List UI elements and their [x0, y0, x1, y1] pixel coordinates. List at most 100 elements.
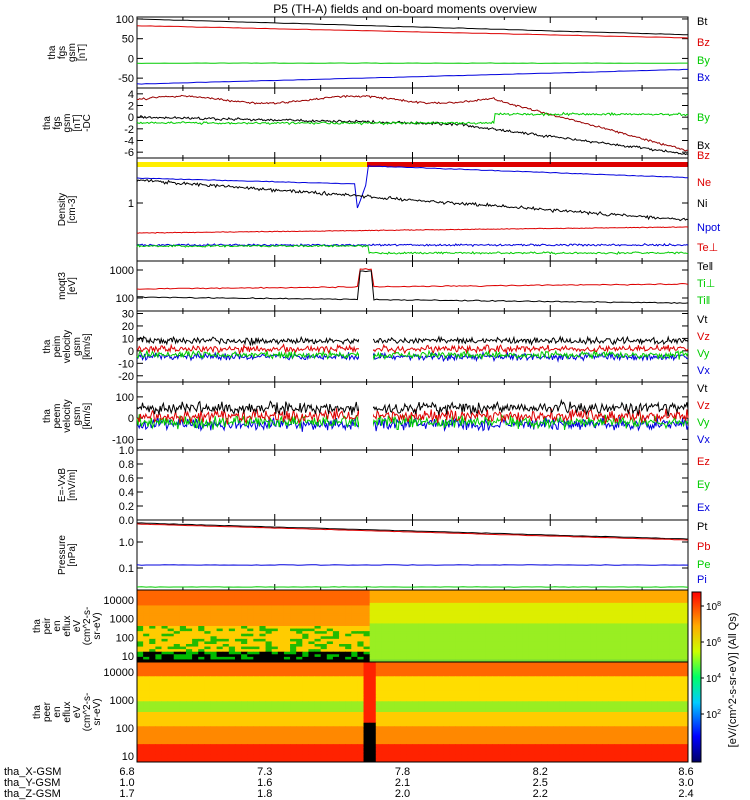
heatmap-cell [485, 669, 493, 674]
heatmap-cell [498, 613, 505, 617]
heatmap-cell [449, 683, 456, 688]
heatmap-cell [308, 665, 316, 670]
heatmap-cell [290, 729, 297, 734]
heatmap-cell [443, 656, 450, 660]
heatmap-cell [498, 618, 505, 622]
heatmap-cell [277, 737, 285, 742]
heatmap-cell [528, 597, 536, 601]
heatmap-cell [565, 669, 573, 674]
heatmap-cell [559, 600, 567, 604]
legend-Pi: Pi [697, 574, 707, 586]
heatmap-cell [479, 644, 487, 648]
heatmap-cell [510, 665, 518, 670]
heatmap-cell [632, 659, 640, 663]
heatmap-cell [253, 690, 260, 695]
heatmap-cell [547, 602, 554, 606]
heatmap-cell [234, 646, 242, 650]
heatmap-cell [639, 694, 646, 699]
heatmap-cell [302, 628, 309, 632]
heatmap-cell [645, 649, 652, 653]
heatmap-cell [522, 633, 530, 637]
heatmap-cell [645, 590, 652, 594]
heatmap-cell [632, 644, 640, 648]
heatmap-cell [516, 712, 524, 717]
heatmap-cell [681, 665, 689, 670]
heatmap-cell [167, 737, 175, 742]
y-axis-label-line: eV [72, 620, 83, 633]
heatmap-cell [510, 602, 518, 606]
heatmap-cell [369, 654, 377, 658]
heatmap-cell [143, 672, 150, 677]
heatmap-cell [259, 665, 267, 670]
heatmap-cell [479, 641, 487, 645]
heatmap-cell [565, 628, 573, 632]
status-bar-red [367, 162, 688, 167]
heatmap-cell [375, 694, 383, 699]
heatmap-cell [192, 669, 199, 674]
heatmap-cell [559, 638, 567, 642]
heatmap-cell [400, 602, 407, 606]
heatmap-cell [547, 626, 554, 630]
heatmap-cell [602, 690, 609, 695]
heatmap-cell [332, 641, 340, 645]
heatmap-cell [296, 722, 303, 727]
heatmap-cell [296, 638, 303, 642]
heatmap-cell [198, 602, 205, 606]
heatmap-cell [657, 654, 665, 658]
heatmap-cell [681, 676, 689, 681]
heatmap-cell [602, 605, 609, 609]
heatmap-cell [467, 719, 475, 724]
heatmap-cell [192, 679, 199, 684]
heatmap-cell [253, 722, 260, 727]
heatmap-cell [492, 620, 499, 624]
heatmap-cell [553, 672, 560, 677]
heatmap-cell [363, 659, 371, 663]
heatmap-cell [516, 701, 524, 706]
y-tick-label: 0.4 [119, 487, 134, 499]
heatmap-cell [363, 672, 371, 677]
heatmap-cell [663, 626, 671, 630]
heatmap-cell [455, 641, 462, 645]
heatmap-cell [479, 726, 487, 731]
heatmap-cell [436, 628, 444, 632]
heatmap-cell [430, 613, 438, 617]
heatmap-cell [143, 669, 150, 674]
heatmap-cell [332, 618, 340, 622]
heatmap-cell [669, 665, 677, 670]
heatmap-cell [222, 715, 230, 720]
heatmap-cell [510, 600, 518, 604]
heatmap-cell [345, 654, 352, 658]
heatmap-cell [137, 687, 144, 692]
heatmap-cell [290, 694, 297, 699]
heatmap-cell [394, 676, 401, 681]
heatmap-cell [363, 708, 371, 713]
heatmap-cell [173, 626, 181, 630]
heatmap-cell [326, 602, 334, 606]
heatmap-cell [381, 708, 389, 713]
heatmap-cell [534, 659, 542, 663]
heatmap-cell [167, 665, 175, 670]
heatmap-cell [596, 676, 603, 681]
heatmap-cell [137, 708, 144, 713]
heatmap-cell [314, 683, 322, 688]
heatmap-cell [473, 729, 481, 734]
heatmap-cell [363, 613, 371, 617]
heatmap-cell [602, 712, 609, 717]
heatmap-cell [388, 694, 395, 699]
heatmap-cell [210, 737, 218, 742]
heatmap-cell [320, 602, 328, 606]
heatmap-cell [596, 623, 603, 627]
heatmap-cell [357, 662, 365, 667]
heatmap-cell [590, 712, 597, 717]
heatmap-cell [418, 618, 426, 622]
heatmap-cell [155, 669, 162, 674]
heatmap-cell [192, 626, 199, 630]
heatmap-cell [161, 712, 169, 717]
heatmap-cell [339, 618, 346, 622]
heatmap-cell [663, 595, 671, 599]
heatmap-cell [185, 669, 193, 674]
heatmap-cell [357, 628, 365, 632]
heatmap-cell [161, 590, 169, 594]
heatmap-cell [369, 676, 377, 681]
heatmap-cell [418, 729, 426, 734]
